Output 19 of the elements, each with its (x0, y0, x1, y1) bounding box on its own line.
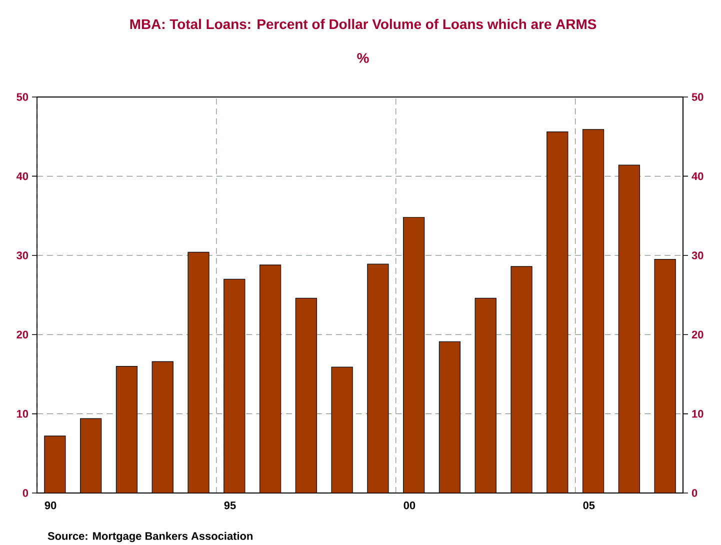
y-tick-label: 0 (22, 489, 28, 497)
x-tick-label: 05 (583, 502, 595, 510)
x-tick-label: 90 (44, 502, 56, 510)
y2-tick-label: 0 (692, 489, 698, 497)
x-tick-label: 00 (404, 502, 416, 510)
chart-title: MBA: Total Loans: Percent of Dollar Volume of Loans which are ARMS (130, 18, 596, 30)
chart-subtitle: % (357, 53, 369, 63)
y-tick-label: 20 (16, 330, 28, 338)
x-tick-label: 95 (224, 502, 236, 510)
y-tick-label: 50 (16, 93, 28, 101)
y2-tick-label: 40 (692, 172, 704, 180)
y-tick-label: 10 (17, 410, 28, 418)
source-note: Source: Mortgage Bankers Association (48, 532, 252, 542)
y2-tick-label: 30 (692, 252, 704, 260)
y2-tick-label: 20 (692, 330, 704, 338)
y-tick-label: 40 (16, 172, 28, 180)
y2-tick-label: 50 (692, 93, 704, 101)
y-tick-label: 30 (16, 252, 28, 260)
y2-tick-label: 10 (692, 410, 704, 418)
